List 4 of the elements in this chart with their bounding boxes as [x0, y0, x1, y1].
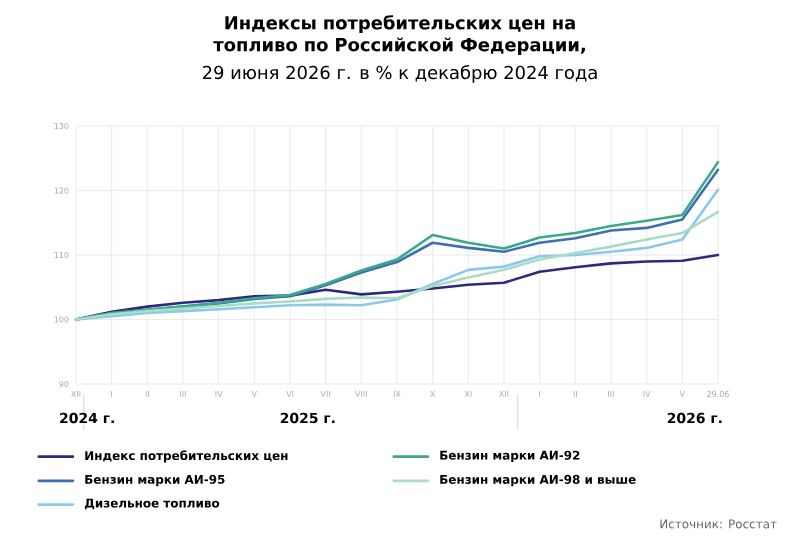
chart-title: Индексы потребительских цен на топливо по Российской Федерации,	[213, 15, 585, 55]
line-series	[74, 253, 720, 321]
chart-subtitle: 29 июня 2026 г. в % к декабрю 2024 года	[202, 65, 597, 83]
line-series	[74, 210, 720, 321]
